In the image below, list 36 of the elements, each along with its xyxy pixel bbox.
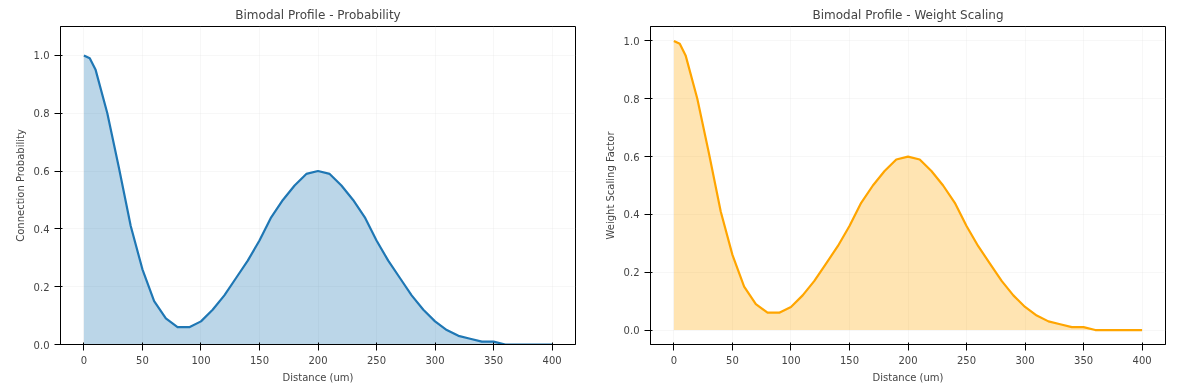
y-tick-label: 0.6 (33, 166, 50, 178)
y-tick-label: 0.2 (33, 281, 50, 293)
x-tick-label: 350 (1074, 354, 1094, 366)
x-tick-label: 400 (542, 354, 562, 366)
y-tick-label: 0.0 (623, 325, 640, 337)
x-tick-label: 200 (898, 354, 918, 366)
x-tick-label: 150 (839, 354, 860, 366)
x-tick-label: 50 (136, 354, 149, 366)
x-tick-label: 400 (1132, 354, 1152, 366)
x-tick-label: 300 (425, 354, 445, 366)
x-axis-title: Distance (um) (282, 371, 354, 383)
y-tick-label: 0.4 (33, 223, 50, 235)
x-tick-label: 100 (781, 354, 801, 366)
x-tick-label: 250 (366, 354, 387, 366)
x-tick-label: 350 (484, 354, 504, 366)
y-tick-label: 0.4 (623, 209, 640, 221)
x-tick-label: 250 (956, 354, 977, 366)
x-tick-label: 200 (308, 354, 328, 366)
x-tick-label: 300 (1015, 354, 1035, 366)
chart-title: Bimodal Profile - Probability (235, 7, 401, 22)
y-axis-title: Weight Scaling Factor (604, 130, 616, 240)
y-tick-label: 0.0 (33, 339, 50, 351)
y-tick-label: 0.8 (33, 108, 50, 120)
y-tick-label: 0.6 (623, 151, 640, 163)
y-tick-label: 1.0 (623, 35, 640, 47)
x-tick-label: 100 (191, 354, 211, 366)
x-tick-label: 150 (249, 354, 270, 366)
x-tick-label: 0 (670, 354, 678, 366)
chart-title: Bimodal Profile - Weight Scaling (812, 7, 1004, 22)
x-axis-title: Distance (um) (872, 371, 944, 383)
y-axis-title: Connection Probability (14, 129, 26, 242)
x-tick-label: 50 (726, 354, 739, 366)
y-tick-label: 0.2 (623, 267, 640, 279)
x-tick-label: 0 (80, 354, 88, 366)
y-tick-label: 0.8 (623, 93, 640, 105)
y-tick-label: 1.0 (33, 50, 50, 62)
